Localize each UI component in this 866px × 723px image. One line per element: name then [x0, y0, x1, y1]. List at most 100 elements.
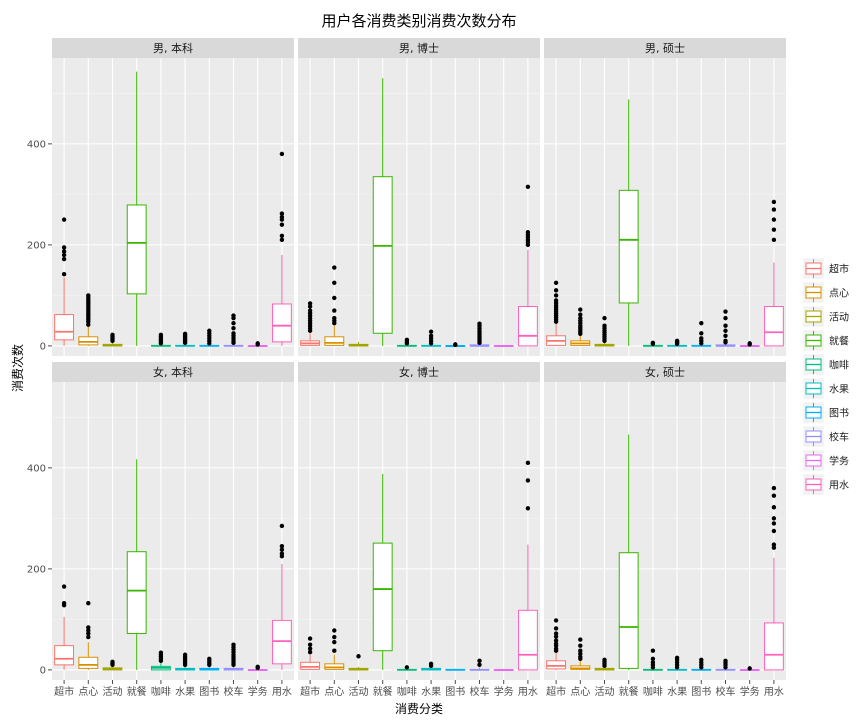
outlier-point: [578, 315, 583, 321]
boxplot-3: [348, 654, 369, 671]
y-tick-label: 200: [27, 564, 46, 575]
legend-label: 水果: [829, 384, 849, 396]
x-tick-label: 学务: [740, 685, 760, 698]
legend-entry: 水果: [802, 377, 849, 400]
boxplot-3: [102, 659, 123, 671]
outlier-point: [650, 660, 656, 665]
y-tick-label: 400: [27, 139, 46, 150]
outlier-point: [525, 478, 531, 483]
boxplot-7: [199, 656, 220, 671]
outlier-point: [477, 662, 482, 668]
boxplot-10: [763, 485, 784, 671]
boxplot-3: [594, 315, 615, 347]
outlier-point: [332, 280, 337, 285]
boxplot-5: [396, 665, 417, 671]
iqr-box: [372, 176, 393, 334]
boxplot-7: [445, 342, 466, 348]
x-tick-label: 超市: [300, 685, 320, 698]
outlier-point: [602, 323, 607, 328]
boxplot-1: [54, 217, 75, 346]
facet-panel: 女, 本科 0 200 400 超市 点心 活动 就餐 咖啡 水果 图书 校车 学务 用水: [27, 362, 294, 698]
outlier-point: [477, 321, 482, 326]
x-tick-label: 水果: [421, 686, 441, 698]
iqr-box: [618, 552, 639, 669]
outlier-point: [650, 656, 656, 661]
facet-strip: [52, 362, 294, 382]
x-tick-label: 用水: [272, 686, 292, 698]
outlier-point: [602, 657, 607, 662]
boxplot-4: [618, 434, 639, 670]
x-tick-label: 超市: [54, 685, 74, 698]
outlier-point: [650, 648, 656, 653]
legend-entry: 校车: [802, 425, 849, 448]
boxplot-3: [348, 341, 369, 347]
plot-background: [298, 382, 540, 680]
outlier-point: [553, 646, 559, 651]
outlier-point: [771, 493, 777, 498]
legend-label: 校车: [829, 431, 849, 444]
x-tick-label: 就餐: [127, 685, 147, 698]
outlier-point: [553, 288, 559, 293]
boxplot-7: [445, 668, 466, 671]
y-tick-label: 0: [40, 341, 46, 352]
outlier-point: [723, 323, 728, 328]
outlier-point: [723, 309, 728, 314]
boxplot-4: [372, 78, 393, 346]
iqr-box: [372, 542, 393, 652]
boxplot-9: [739, 341, 760, 347]
outlier-point: [231, 313, 236, 318]
facet-strip-label: 男, 博士: [399, 42, 439, 55]
outlier-point: [279, 214, 285, 220]
outlier-point: [404, 337, 410, 343]
plot-background: [544, 382, 786, 680]
outlier-point: [525, 230, 531, 235]
boxplot-2: [324, 628, 345, 670]
outlier-point: [110, 659, 115, 665]
x-tick-label: 水果: [175, 686, 195, 698]
outlier-point: [332, 265, 337, 270]
iqr-box: [126, 551, 147, 635]
chart-title: 用户各消费类别消费次数分布: [321, 12, 516, 30]
boxplot-5: [150, 332, 171, 347]
outlier-point: [86, 634, 91, 640]
outlier-point: [279, 151, 285, 157]
outlier-point: [771, 505, 777, 510]
outlier-point: [279, 543, 285, 549]
legend-label: 学务: [829, 455, 849, 468]
boxplot-6: [175, 652, 196, 671]
boxplot-6: [667, 655, 688, 671]
outlier-point: [61, 245, 67, 250]
outlier-point: [61, 249, 67, 254]
outlier-point: [525, 184, 531, 189]
iqr-box: [78, 656, 99, 669]
facet-strip-label: 女, 博士: [399, 365, 439, 379]
x-tick-label: 活动: [349, 686, 369, 698]
outlier-point: [61, 217, 67, 222]
outlier-point: [61, 252, 67, 258]
outlier-point: [723, 658, 728, 664]
facet-panel: 男, 硕士: [544, 38, 786, 356]
outlier-point: [279, 523, 285, 529]
outlier-point: [578, 307, 583, 312]
iqr-box: [517, 609, 538, 671]
iqr-box: [271, 303, 292, 343]
outlier-point: [771, 542, 777, 547]
outlier-point: [699, 331, 704, 336]
outlier-point: [771, 485, 777, 491]
outlier-point: [553, 631, 559, 636]
outlier-point: [428, 329, 434, 334]
x-tick-label: 咖啡: [397, 686, 417, 698]
facet-strip-label: 男, 硕士: [645, 42, 685, 55]
outlier-point: [279, 233, 285, 238]
y-tick-label: 400: [27, 463, 46, 474]
facet-panel: 男, 博士: [298, 38, 540, 356]
legend-label: 图书: [829, 408, 849, 420]
outlier-point: [231, 326, 236, 331]
outlier-point: [771, 237, 777, 243]
x-tick-label: 学务: [248, 685, 268, 698]
x-tick-label: 校车: [470, 685, 490, 698]
facet-strip: [298, 38, 540, 58]
outlier-point: [477, 658, 482, 664]
